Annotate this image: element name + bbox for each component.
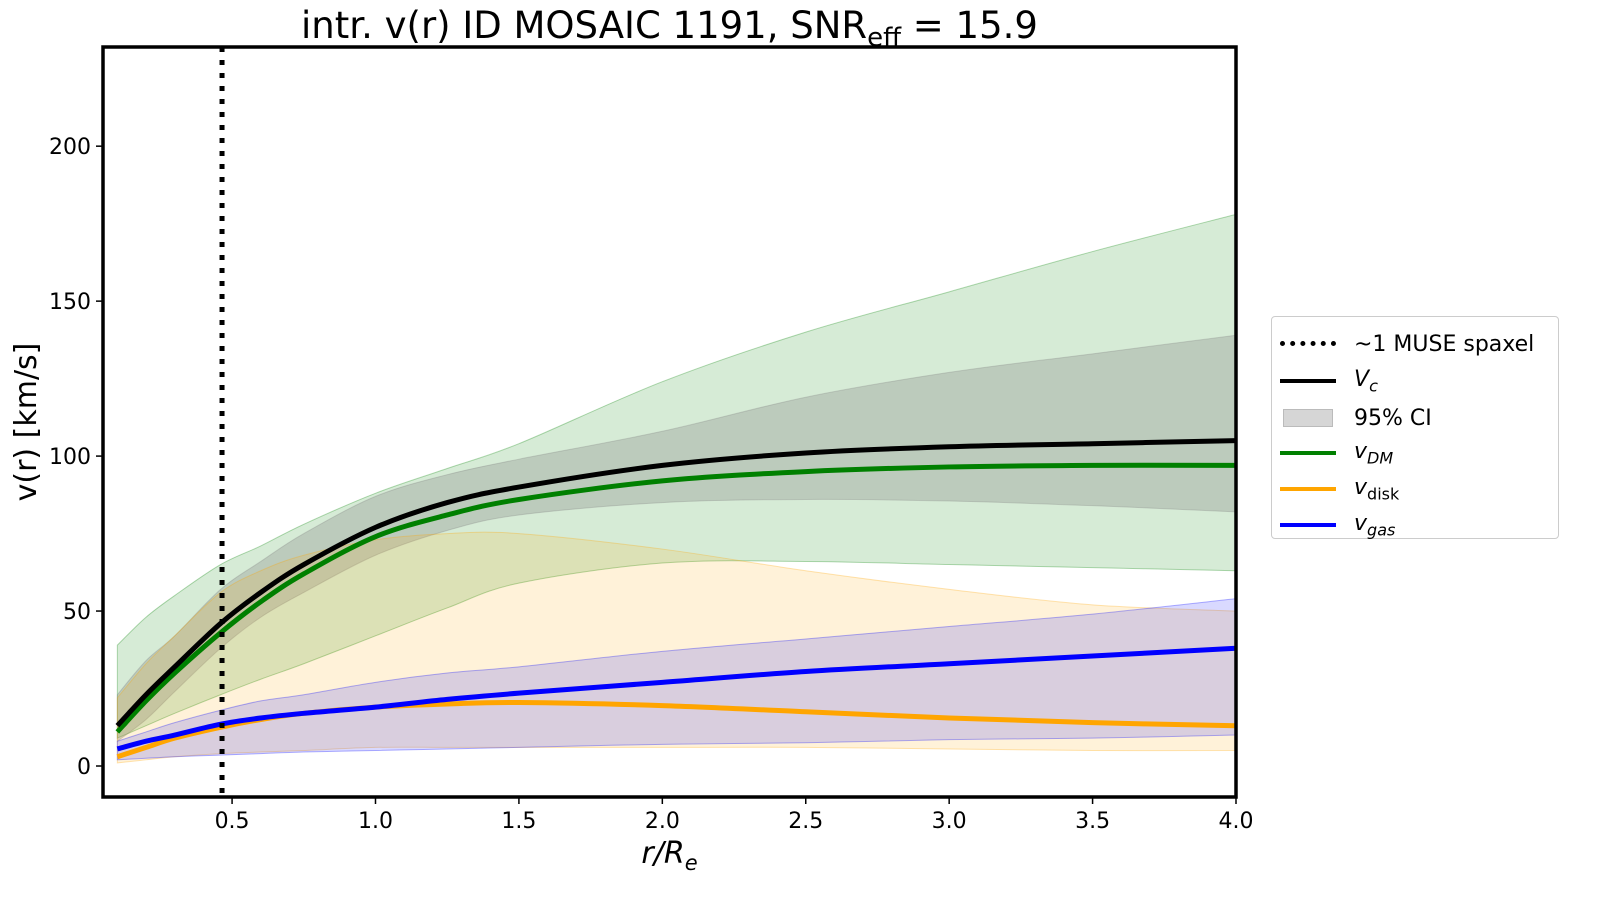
x-tick-label: 3.5 bbox=[1075, 809, 1110, 834]
x-tick-label: 0.5 bbox=[215, 809, 250, 834]
ci-band-v-c bbox=[116, 334, 1236, 743]
x-tick-label: 2.0 bbox=[645, 809, 680, 834]
y-tick-label: 0 bbox=[77, 755, 91, 780]
x-tick-label: 1.0 bbox=[358, 809, 393, 834]
axes-frame bbox=[101, 45, 1238, 799]
chart-title: intr. v(r) ID MOSAIC 1191, SNReff = 15.9 bbox=[301, 4, 1038, 53]
legend-item-vc: Vc bbox=[1280, 366, 1378, 396]
x-tick-label: 4.0 bbox=[1219, 809, 1254, 834]
y-tick-label: 150 bbox=[49, 290, 91, 315]
x-axis-label: r/Re bbox=[641, 836, 697, 875]
line-v-dm bbox=[115, 462, 1236, 734]
line-v-gas bbox=[116, 645, 1236, 752]
x-tick-label: 1.5 bbox=[501, 809, 536, 834]
legend-item-vdm: vDM bbox=[1280, 438, 1393, 468]
legend-item-vdisk: vdisk bbox=[1280, 474, 1399, 504]
x-tick-label: 3.0 bbox=[932, 809, 967, 834]
y-tick-label: 200 bbox=[49, 135, 91, 160]
plot-marks bbox=[115, 47, 1236, 797]
line-v-disk bbox=[116, 699, 1236, 760]
legend-item-ci: 95% CI bbox=[1280, 403, 1432, 433]
y-tick-label: 50 bbox=[63, 600, 91, 625]
y-tick-label: 100 bbox=[49, 445, 91, 470]
y-axis-label: v(r) [km/s] bbox=[9, 343, 44, 502]
x-tick-label: 2.5 bbox=[788, 809, 823, 834]
line-v-c bbox=[115, 438, 1236, 728]
legend-item-vgas: vgas bbox=[1280, 510, 1395, 540]
legend: ~1 MUSE spaxel Vc 95% CI vDM vdisk vgas bbox=[1271, 316, 1559, 539]
legend-item-spaxel: ~1 MUSE spaxel bbox=[1280, 329, 1534, 359]
